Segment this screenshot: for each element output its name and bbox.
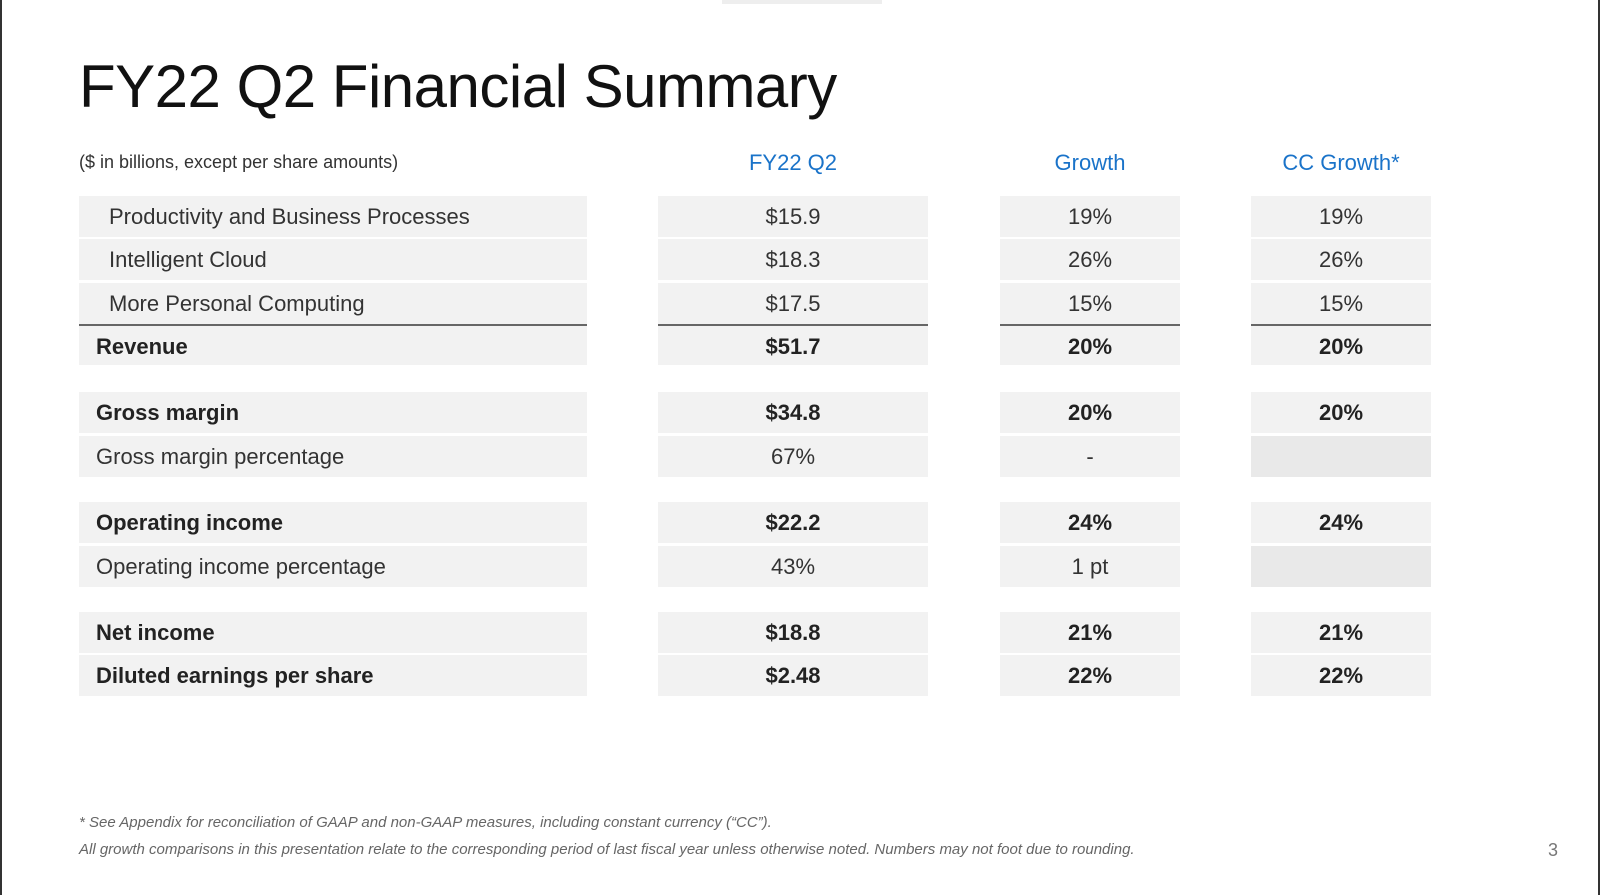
- row-label: Gross margin: [79, 392, 587, 434]
- row-label: More Personal Computing: [79, 283, 587, 325]
- value-growth: 19%: [1000, 196, 1180, 238]
- value-growth: 1 pt: [1000, 546, 1180, 588]
- value-growth: 20%: [1000, 324, 1180, 366]
- value-fy22q2: $22.2: [658, 502, 928, 544]
- value-growth: 22%: [1000, 655, 1180, 697]
- value-cc-growth: 20%: [1251, 324, 1431, 366]
- value-fy22q2: $51.7: [658, 324, 928, 366]
- value-cc-growth: 22%: [1251, 655, 1431, 697]
- value-fy22q2: 67%: [658, 436, 928, 478]
- value-fy22q2: $18.3: [658, 239, 928, 281]
- page-number: 3: [1548, 840, 1559, 860]
- footnote-2: All growth comparisons in this presentat…: [79, 841, 1135, 858]
- value-fy22q2: $34.8: [658, 392, 928, 434]
- row-label: Productivity and Business Processes: [79, 196, 587, 238]
- slide-border-left: [0, 0, 2, 895]
- value-fy22q2: $2.48: [658, 655, 928, 697]
- value-cc-growth: 20%: [1251, 392, 1431, 434]
- value-fy22q2: $15.9: [658, 196, 928, 238]
- footnote-1: * See Appendix for reconciliation of GAA…: [79, 814, 772, 831]
- row-label: Intelligent Cloud: [79, 239, 587, 281]
- row-label: Operating income: [79, 502, 587, 544]
- row-label: Net income: [79, 612, 587, 654]
- row-label: Gross margin percentage: [79, 436, 587, 478]
- value-growth: -: [1000, 436, 1180, 478]
- row-label: Revenue: [79, 324, 587, 366]
- row-label: Diluted earnings per share: [79, 655, 587, 697]
- value-fy22q2: 43%: [658, 546, 928, 588]
- value-fy22q2: $17.5: [658, 283, 928, 325]
- value-cc-growth: 21%: [1251, 612, 1431, 654]
- value-cc-growth: [1251, 436, 1431, 478]
- value-cc-growth: 24%: [1251, 502, 1431, 544]
- value-growth: 20%: [1000, 392, 1180, 434]
- value-growth: 15%: [1000, 283, 1180, 325]
- slide-title: FY22 Q2 Financial Summary: [79, 53, 837, 120]
- value-cc-growth: 19%: [1251, 196, 1431, 238]
- value-fy22q2: $18.8: [658, 612, 928, 654]
- value-cc-growth: [1251, 546, 1431, 588]
- units-note: ($ in billions, except per share amounts…: [79, 152, 399, 172]
- value-growth: 21%: [1000, 612, 1180, 654]
- column-header-fy22q2: FY22 Q2: [748, 150, 838, 175]
- column-header-cc-growth: CC Growth*: [1282, 150, 1400, 175]
- value-growth: 24%: [1000, 502, 1180, 544]
- value-cc-growth: 26%: [1251, 239, 1431, 281]
- value-cc-growth: 15%: [1251, 283, 1431, 325]
- row-label: Operating income percentage: [79, 546, 587, 588]
- column-header-growth: Growth: [1054, 150, 1126, 175]
- top-indicator: [722, 0, 882, 4]
- slide-border-right: [1598, 0, 1600, 895]
- value-growth: 26%: [1000, 239, 1180, 281]
